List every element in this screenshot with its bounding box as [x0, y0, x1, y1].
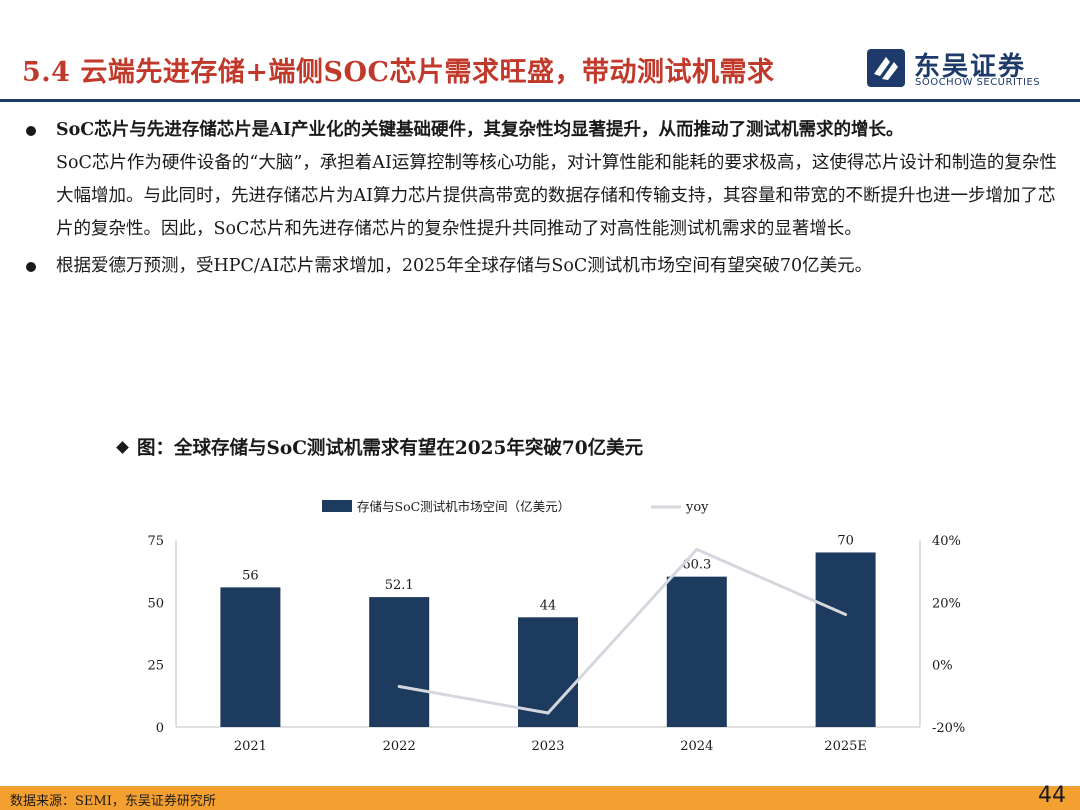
footer-bar: 数据来源：SEMI，东吴证券研究所 44 [0, 783, 1080, 810]
y-tick-label-right: -20% [932, 721, 965, 736]
yoy-point [844, 612, 848, 616]
y-tick-label-right: 0% [932, 659, 953, 674]
bar-data-label: 56 [242, 568, 259, 583]
logo-name-en: SOOCHOW SECURITIES [915, 77, 1041, 88]
market-chart: 0 25 50 75 -20% 0% 20% 40% 56 52.1 44 60.3 70 2021 202… [147, 499, 965, 754]
bullet-item: 根据爱德万预测，受HPC/AI芯片需求增加，2025年全球存储与SoC测试机市场… [24, 250, 1064, 283]
bullet-item: SoC芯片与先进存储芯片是AI产业化的关键基础硬件，其复杂性均显著提升，从而推动… [24, 114, 1064, 246]
bullet-body: 根据爱德万预测，受HPC/AI芯片需求增加，2025年全球存储与SoC测试机市场… [56, 256, 873, 276]
x-tick-label: 2025E [824, 739, 867, 754]
legend-label-bar: 存储与SoC测试机市场空间（亿美元） [357, 499, 570, 514]
bar [815, 552, 876, 727]
bar [369, 597, 430, 727]
page-title: 5.4 云端先进存储+端侧SOC芯片需求旺盛，带动测试机需求 [22, 57, 775, 88]
yoy-line [398, 547, 847, 715]
x-tick-label: 2022 [383, 739, 416, 754]
logo-name-cn: 东吴证券 [914, 52, 1027, 82]
soochow-logo-icon [867, 49, 905, 87]
yoy-point [546, 711, 550, 715]
bar-data-label: 44 [540, 598, 557, 613]
diamond-icon [116, 441, 129, 454]
y-tick-label-left: 0 [156, 721, 164, 736]
y-tick-label-left: 50 [147, 596, 164, 611]
bar [220, 587, 281, 727]
y-tick-label-right: 20% [932, 596, 961, 611]
bullet-dot-icon [26, 126, 36, 136]
figure-title-text: 图：全球存储与SoC测试机需求有望在2025年突破70亿美元 [137, 438, 644, 459]
company-logo: 东吴证券 SOOCHOW SECURITIES [866, 44, 1066, 94]
header-divider [0, 99, 1080, 102]
bar-data-label: 70 [837, 533, 854, 548]
legend-swatch-bar [322, 500, 352, 512]
yoy-point [695, 547, 699, 551]
x-tick-label: 2023 [531, 739, 564, 754]
bar-data-label: 60.3 [682, 558, 711, 573]
x-tick-label: 2021 [234, 739, 267, 754]
y-tick-label-left: 75 [147, 534, 164, 549]
x-tick-label: 2024 [680, 739, 713, 754]
page-number: 44 [1038, 783, 1066, 808]
bullet-list: SoC芯片与先进存储芯片是AI产业化的关键基础硬件，其复杂性均显著提升，从而推动… [24, 114, 1064, 283]
yoy-point [397, 684, 401, 688]
bullet-dot-icon [26, 262, 36, 272]
figure-title: 图：全球存储与SoC测试机需求有望在2025年突破70亿美元 [116, 434, 644, 460]
legend-label-line: yoy [685, 500, 709, 515]
y-tick-label-right: 40% [932, 534, 961, 549]
bar-data-label: 52.1 [385, 578, 414, 593]
footer-source: 数据来源：SEMI，东吴证券研究所 [10, 794, 216, 809]
bullet-lead: SoC芯片与先进存储芯片是AI产业化的关键基础硬件，其复杂性均显著提升，从而推动… [56, 120, 904, 140]
y-tick-label-left: 25 [147, 659, 164, 674]
bar [666, 576, 727, 727]
bullet-body: SoC芯片作为硬件设备的“大脑”，承担着AI运算控制等核心功能，对计算性能和能耗… [56, 153, 1057, 239]
